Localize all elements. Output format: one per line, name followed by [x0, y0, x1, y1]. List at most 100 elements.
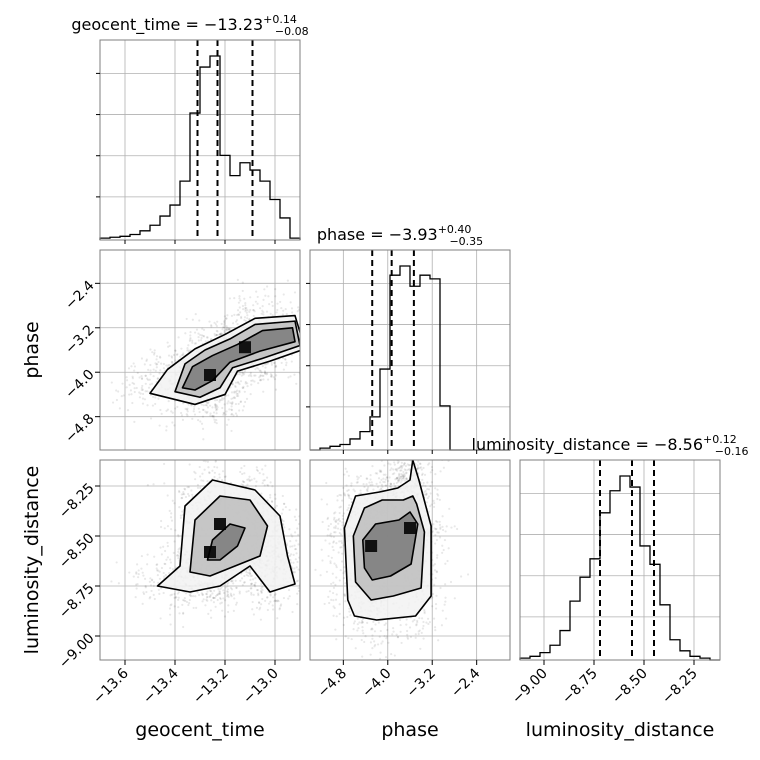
- contour-line: [149, 314, 300, 406]
- sample-point: [337, 522, 340, 525]
- sample-point: [249, 393, 252, 396]
- sample-point: [249, 296, 252, 299]
- sample-point: [230, 314, 234, 317]
- sample-point: [336, 494, 339, 498]
- sample-point: [222, 326, 225, 329]
- sample-point: [396, 476, 399, 479]
- sample-point: [304, 580, 306, 582]
- sample-point: [169, 613, 172, 616]
- sample-point: [202, 479, 205, 482]
- sample-point: [269, 481, 272, 484]
- panel-title-phase: phase = −3.93+0.40 −0.35: [317, 223, 483, 248]
- sample-point: [187, 603, 190, 607]
- sample-point: [205, 592, 208, 596]
- sample-point: [393, 463, 396, 466]
- x-tick-label: −13.2: [190, 666, 232, 708]
- sample-point: [227, 581, 230, 584]
- sample-point: [265, 373, 268, 376]
- sample-point: [177, 598, 180, 602]
- sample-point: [342, 577, 346, 580]
- sample-point: [151, 351, 154, 354]
- sample-point: [320, 548, 323, 551]
- sample-point: [269, 373, 273, 376]
- sample-point: [173, 502, 176, 505]
- sample-point: [135, 587, 138, 590]
- sample-point: [235, 392, 238, 395]
- sample-point: [202, 335, 206, 338]
- sample-point: [441, 515, 444, 518]
- sample-point: [247, 574, 250, 577]
- sample-point: [435, 571, 438, 574]
- sample-point: [332, 548, 335, 552]
- sample-point: [230, 391, 234, 394]
- sample-point: [139, 392, 142, 395]
- sample-point: [434, 519, 438, 523]
- sample-point: [263, 370, 267, 373]
- sample-point: [436, 488, 439, 491]
- sample-point: [170, 512, 173, 515]
- sample-point: [327, 554, 330, 558]
- sample-point: [381, 485, 384, 488]
- sample-point: [197, 419, 200, 422]
- sample-point: [135, 571, 138, 574]
- sample-point: [395, 477, 398, 480]
- sample-point: [378, 469, 381, 472]
- sample-point: [383, 464, 386, 467]
- sample-point: [260, 582, 263, 586]
- sample-point: [229, 592, 232, 595]
- sample-point: [337, 551, 340, 554]
- sample-point: [433, 583, 436, 586]
- sample-point: [141, 388, 144, 391]
- sample-point: [236, 381, 239, 384]
- sample-point: [293, 515, 296, 518]
- sample-point: [118, 407, 121, 410]
- sample-point: [146, 390, 149, 393]
- sample-point: [282, 519, 285, 523]
- title-main: luminosity_distance = −8.56: [472, 435, 703, 455]
- sample-point: [294, 547, 298, 551]
- sample-point: [440, 624, 444, 627]
- sample-point: [445, 525, 448, 528]
- sample-point: [238, 306, 241, 309]
- sample-point: [253, 374, 256, 377]
- sample-point: [177, 556, 180, 560]
- sample-point: [405, 618, 408, 621]
- sample-point: [270, 363, 273, 366]
- sample-point: [382, 477, 385, 480]
- sample-point: [180, 493, 183, 496]
- sample-point: [308, 327, 310, 329]
- sample-point: [384, 455, 386, 457]
- sample-point: [431, 530, 434, 533]
- sample-point: [443, 603, 446, 606]
- sample-point: [343, 494, 347, 497]
- sample-point: [433, 569, 437, 572]
- sample-point: [236, 309, 240, 312]
- sample-point: [257, 601, 261, 604]
- density-peak: [214, 518, 226, 530]
- sample-point: [352, 488, 355, 491]
- sample-point: [249, 573, 252, 576]
- sample-point: [266, 596, 269, 599]
- sample-point: [166, 408, 170, 411]
- sample-point: [347, 474, 350, 477]
- sample-point: [271, 314, 274, 317]
- sample-point: [259, 618, 262, 621]
- sample-point: [379, 481, 382, 484]
- sample-point: [133, 387, 136, 390]
- title-minus: −0.16: [715, 445, 749, 458]
- sample-point: [304, 576, 306, 578]
- sample-point: [201, 427, 205, 430]
- sample-point: [226, 588, 230, 591]
- sample-point: [176, 592, 179, 595]
- sample-point: [238, 409, 241, 412]
- sample-point: [296, 592, 299, 595]
- sample-point: [155, 358, 158, 361]
- sample-point: [399, 466, 402, 469]
- sample-point: [393, 485, 397, 488]
- sample-point: [350, 637, 353, 641]
- sample-point: [417, 632, 420, 636]
- sample-point: [214, 594, 218, 598]
- sample-point: [146, 404, 149, 407]
- sample-point: [342, 512, 346, 515]
